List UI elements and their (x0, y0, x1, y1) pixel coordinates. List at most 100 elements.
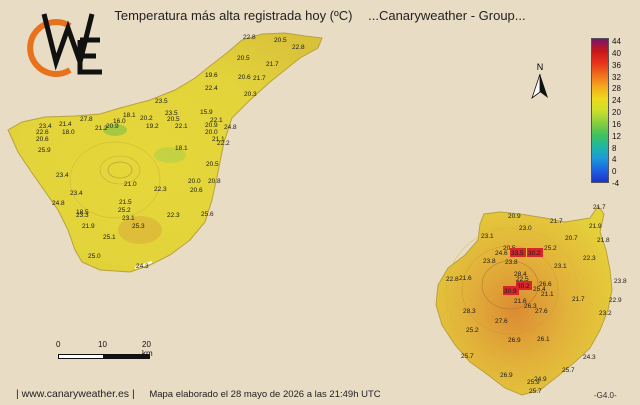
station-temperature: 23.3 (76, 212, 89, 219)
station-temperature: 23.8 (483, 258, 496, 265)
station-temperature: 20.8 (208, 178, 221, 185)
station-temperature: 18.1 (123, 112, 136, 119)
station-temperature: 20.9 (205, 122, 218, 129)
station-temperature: 22.2 (217, 140, 230, 147)
station-temperature: 24.9 (534, 376, 547, 383)
station-temperature: 25.7 (461, 353, 474, 360)
station-temperature: 18.5 (76, 209, 89, 216)
station-temperature: 20.7 (565, 235, 578, 242)
legend-label: 32 (612, 72, 621, 82)
station-temperature: 21.7 (572, 296, 585, 303)
legend-label: 44 (612, 37, 621, 46)
station-temperature: 22.1 (210, 117, 223, 124)
station-temperature: 23.8 (614, 278, 627, 285)
station-temperature: 21.0 (124, 181, 137, 188)
station-temperature: 23.2 (599, 310, 612, 317)
legend-label: 0 (612, 167, 617, 177)
station-temperature: 20.5 (206, 161, 219, 168)
title-main: Temperatura más alta registrada hoy (ºC) (114, 8, 353, 23)
legend-label: 28 (612, 84, 621, 94)
station-temperature: 22.1 (175, 123, 188, 130)
station-temperature: 23.1 (554, 263, 567, 270)
station-temperature: 26.1 (537, 336, 550, 343)
station-temperature: 20.6 (36, 136, 49, 143)
legend-label: 36 (612, 60, 621, 70)
station-temperature: 30.9 (504, 288, 517, 295)
scale-label-10: 10 (98, 340, 107, 349)
station-temperature: 18.0 (62, 129, 75, 136)
station-temperature: 28.4 (514, 271, 527, 278)
station-temperature: 23.5 (165, 110, 178, 117)
station-temperature: 21.8 (597, 237, 610, 244)
legend-label: 4 (612, 155, 617, 165)
hot-highlight (516, 281, 532, 290)
station-temperature: 27.8 (80, 116, 93, 123)
station-temperature: 25.2 (466, 327, 479, 334)
station-temperature: 24.6 (495, 250, 508, 257)
station-temperature: 20.5 (503, 245, 516, 252)
footer-text: Mapa elaborado el 28 mayo de 2026 a las … (149, 389, 381, 400)
station-temperature: 21.9 (82, 223, 95, 230)
station-temperature: 22.5 (516, 276, 529, 283)
station-temperature: 18.1 (175, 145, 188, 152)
footer-site[interactable]: | www.canaryweather.es | (16, 388, 135, 400)
station-temperature: 22.4 (205, 85, 218, 92)
footer: | www.canaryweather.es | Mapa elaborado … (16, 388, 381, 400)
station-temperature: 22.3 (583, 255, 596, 262)
station-temperature: 20.2 (140, 115, 153, 122)
station-temperature: 28.3 (463, 308, 476, 315)
station-temperature: 25.3 (132, 223, 145, 230)
station-temperature: 20.9 (508, 213, 521, 220)
station-temperature: 25.0 (88, 253, 101, 260)
station-temperature: 21.7 (253, 75, 266, 82)
station-temperature: 25.9 (527, 379, 540, 386)
station-temperature: 21.6 (514, 298, 527, 305)
canaryweather-logo (27, 13, 102, 77)
station-temperature: 23.4 (70, 190, 83, 197)
station-temperature: 25.2 (544, 245, 557, 252)
gran-canaria-temperature-labels: 21.7 20.9 21.7 23.0 21.9 23.1 20.7 21.8 20.5 25.2… (446, 204, 627, 395)
station-temperature: 26.6 (539, 281, 552, 288)
hot-highlight (510, 248, 526, 257)
station-temperature: 21.7 (550, 218, 563, 225)
station-temperature: 23.8 (505, 259, 518, 266)
station-temperature: 21.1 (212, 136, 225, 143)
station-temperature: 20.5 (167, 116, 180, 123)
station-temperature: 20.5 (237, 55, 250, 62)
legend-labels: 44 40 36 32 28 24 20 16 12 8 4 0 -4 (612, 36, 621, 190)
station-temperature: 21.7 (266, 61, 279, 68)
station-temperature: 25.7 (562, 367, 575, 374)
hot-highlight (503, 286, 519, 295)
north-arrow: N (528, 62, 552, 105)
station-temperature: 25.6 (201, 211, 214, 218)
station-temperature: 21.2 (95, 125, 108, 132)
station-temperature: 22.8 (446, 276, 459, 283)
station-temperature: 25.4 (533, 286, 546, 293)
tenerife-temperature-labels: 22.8 20.522.820.521.719.6 20.6 21.722.420.3… (36, 34, 305, 270)
station-temperature: 23.4 (56, 172, 69, 179)
station-temperature: 22.3 (167, 212, 180, 219)
station-temperature: 27.6 (495, 318, 508, 325)
station-temperature: 25.1 (103, 234, 116, 241)
temperature-legend (591, 38, 609, 183)
legend-label: 40 (612, 48, 621, 58)
station-temperature: 22.6 (36, 129, 49, 136)
station-temperature: 26.3 (524, 303, 537, 310)
title-group: ...Canaryweather - Group... (368, 8, 526, 23)
station-temperature: 23.1 (481, 233, 494, 240)
station-temperature: 20.5 (274, 37, 287, 44)
station-temperature: 22.9 (609, 297, 622, 304)
station-temperature: 20.0 (205, 129, 218, 136)
legend-label: 12 (612, 131, 621, 141)
station-temperature: 21.9 (589, 223, 602, 230)
legend-label: -4 (612, 179, 620, 189)
station-temperature: 16.0 (113, 118, 126, 125)
legend-label: 16 (612, 119, 621, 129)
station-temperature: 23.4 (39, 123, 52, 130)
station-temperature: 30.2 (517, 283, 530, 290)
station-temperature: 15.9 (200, 109, 213, 116)
station-temperature: 24.3 (136, 263, 149, 270)
station-temperature: 25.2 (118, 207, 131, 214)
station-temperature: 20.0 (188, 178, 201, 185)
